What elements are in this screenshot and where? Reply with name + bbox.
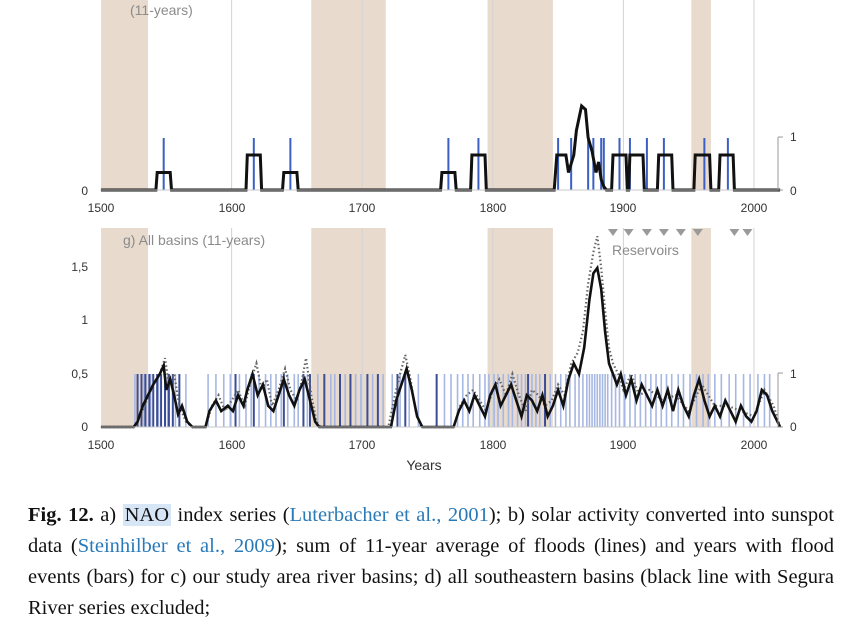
- gridlines: [231, 228, 755, 427]
- x-tick-label: 1700: [349, 438, 376, 452]
- reservoir-marker: [607, 229, 618, 236]
- reservoir-marker: [742, 229, 753, 236]
- series-line-segura: [101, 235, 782, 429]
- x-tick-labels: 1500 1600 1700 1800 1900 2000: [88, 201, 768, 215]
- caption-text: ); b) solar activity converted into suns…: [28, 504, 835, 557]
- right-tick-label: 1: [790, 130, 797, 144]
- x-tick-label: 1500: [88, 201, 115, 215]
- x-tick-label: 1800: [480, 201, 507, 215]
- reservoir-marker: [729, 229, 740, 236]
- reservoir-markers: [607, 229, 753, 236]
- y-tick-label: 1: [81, 313, 88, 327]
- reservoir-marker: [692, 229, 703, 236]
- caption-fig-label: Fig. 12.: [28, 504, 94, 526]
- x-tick-labels: 1500 1600 1700 1800 1900 2000: [88, 438, 768, 452]
- reservoirs-label: Reservoirs: [612, 242, 679, 258]
- right-tick-label: 1: [790, 367, 797, 381]
- x-tick-label: 2000: [741, 201, 768, 215]
- panel-g: g) All basins (11-years) Reservoirs 0 0,…: [71, 228, 797, 473]
- y-tick-label: 1,5: [71, 260, 88, 274]
- panel-g-title: g) All basins (11-years): [123, 232, 265, 248]
- citation-link-steinhilber[interactable]: Steinhilber et al., 2009: [77, 535, 275, 557]
- shaded-period: [487, 0, 553, 190]
- gridlines: [231, 0, 755, 190]
- right-tick-label: 0: [790, 184, 797, 198]
- panel-f: (11-years) 0 1 0 1500 1600 1700 1800 190…: [81, 0, 797, 215]
- reservoir-marker: [641, 229, 652, 236]
- y-tick-label: 0,5: [71, 367, 88, 381]
- y-tick-label: 0: [81, 184, 88, 198]
- reservoir-marker: [623, 229, 634, 236]
- figure-12: (11-years) 0 1 0 1500 1600 1700 1800 190…: [71, 0, 797, 473]
- citation-link-luterbacher[interactable]: Luterbacher et al., 2001: [289, 504, 489, 526]
- shaded-period: [101, 228, 149, 427]
- shaded-period: [311, 0, 386, 190]
- shaded-period: [101, 0, 149, 190]
- x-tick-label: 1900: [610, 438, 637, 452]
- caption-text: index series (: [177, 504, 290, 526]
- x-axis-title: Years: [406, 457, 441, 473]
- x-tick-label: 1600: [219, 438, 246, 452]
- right-axis-bracket: [777, 372, 783, 428]
- caption-highlight: NAO: [122, 504, 172, 526]
- series-line-all-basins: [101, 264, 782, 429]
- x-tick-label: 2000: [741, 438, 768, 452]
- right-tick-label: 0: [790, 420, 797, 434]
- caption-text: ); sum of 11-year average of floods (lin…: [28, 535, 834, 619]
- x-tick-label: 1800: [480, 438, 507, 452]
- reservoir-marker: [658, 229, 669, 236]
- x-tick-label: 1900: [610, 201, 637, 215]
- figure-caption: Fig. 12. a) NAO index series (Luterbache…: [28, 500, 834, 624]
- series-line-floods: [101, 103, 781, 192]
- flood-bars: [162, 138, 729, 190]
- y-tick-label: 0: [81, 420, 88, 434]
- shaded-period: [691, 0, 711, 190]
- caption-part-a-prefix: a): [100, 504, 117, 526]
- x-tick-label: 1700: [349, 201, 376, 215]
- x-tick-label: 1600: [219, 201, 246, 215]
- shaded-period: [311, 228, 386, 427]
- x-tick-label: 1500: [88, 438, 115, 452]
- shaded-periods: [101, 0, 711, 190]
- reservoir-marker: [675, 229, 686, 236]
- right-axis-bracket: [777, 136, 783, 191]
- panel-f-title: (11-years): [130, 2, 193, 18]
